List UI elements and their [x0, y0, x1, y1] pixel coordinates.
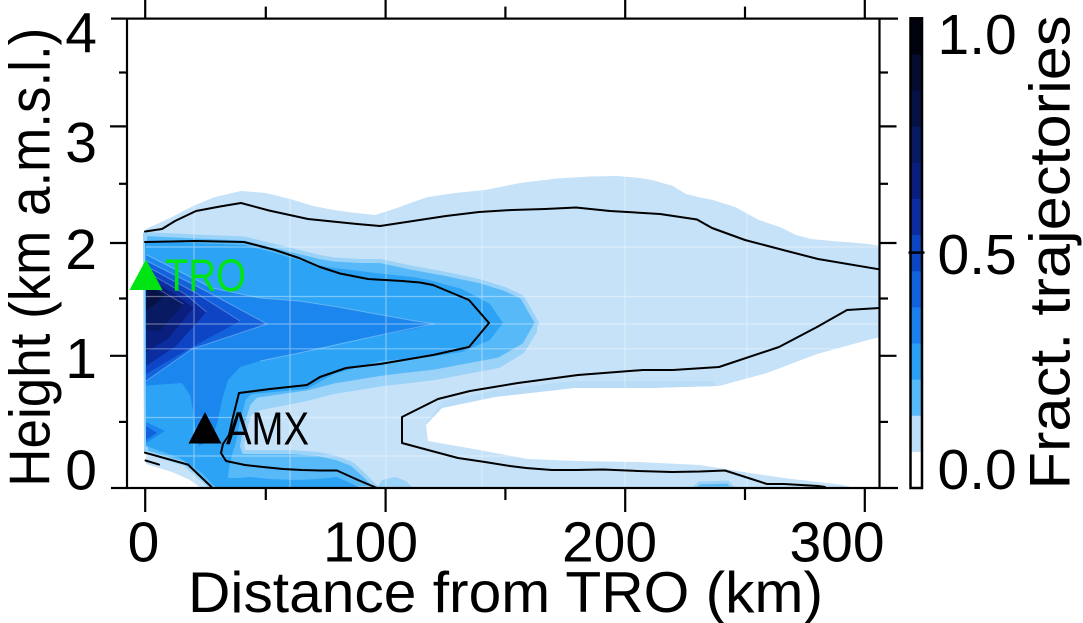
svg-text:TRO: TRO	[165, 250, 246, 301]
svg-text:200: 200	[562, 511, 657, 575]
svg-text:AMX: AMX	[226, 403, 309, 455]
svg-text:0: 0	[128, 511, 160, 575]
svg-text:100: 100	[323, 511, 418, 575]
svg-text:Fract. trajectories: Fract. trajectories	[1019, 16, 1083, 490]
svg-text:Distance from TRO (km): Distance from TRO (km)	[188, 561, 823, 623]
svg-text:0.0: 0.0	[938, 438, 1017, 502]
svg-text:4: 4	[65, 2, 97, 66]
svg-text:1.0: 1.0	[938, 3, 1017, 67]
svg-text:300: 300	[789, 511, 884, 575]
svg-text:3: 3	[65, 111, 97, 175]
svg-text:0.5: 0.5	[938, 223, 1017, 287]
svg-text:1: 1	[65, 327, 97, 391]
svg-text:0: 0	[65, 439, 97, 503]
svg-text:Height (km a.m.s.l.): Height (km a.m.s.l.)	[0, 28, 62, 487]
svg-text:2: 2	[65, 218, 97, 282]
